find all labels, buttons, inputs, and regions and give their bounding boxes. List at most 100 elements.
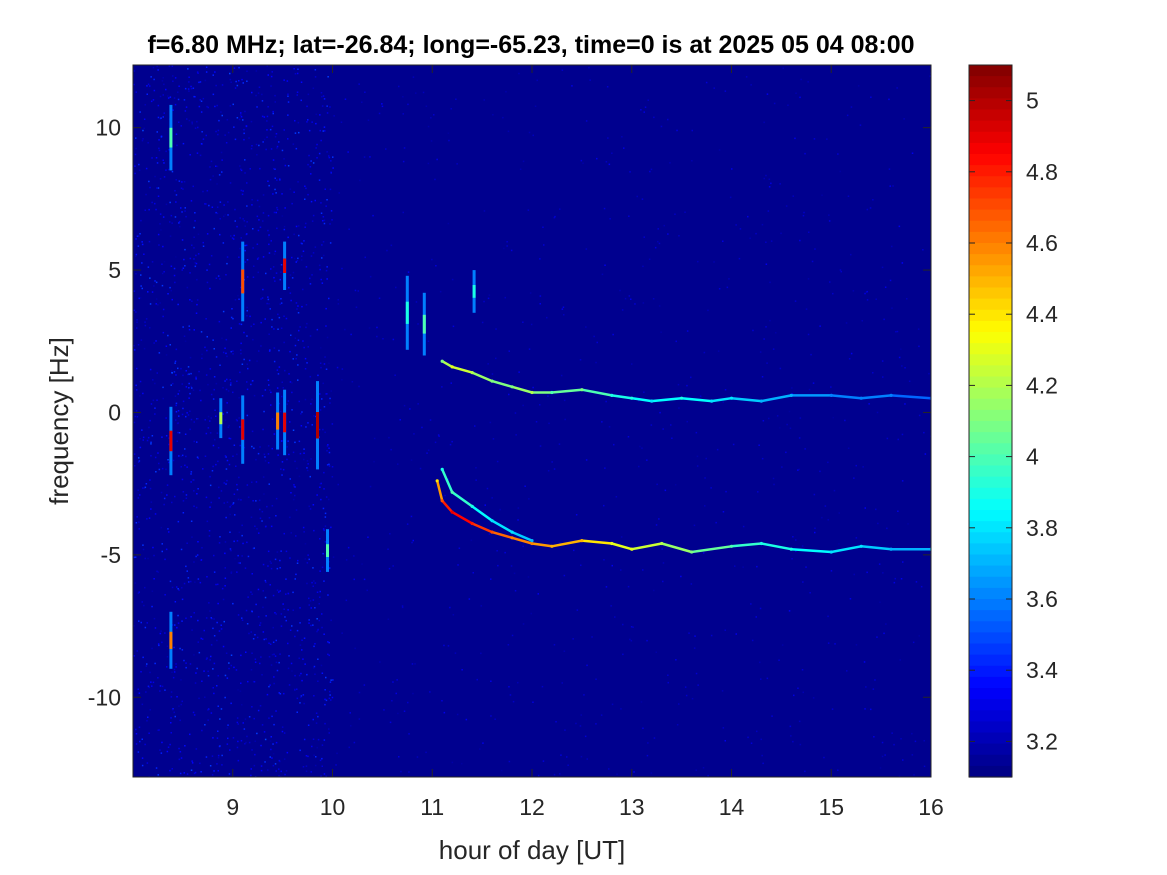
- noise-pixel: [186, 570, 188, 572]
- noise-pixel: [224, 134, 226, 136]
- noise-pixel: [176, 586, 178, 588]
- noise-pixel: [627, 436, 630, 438]
- noise-pixel: [250, 516, 253, 518]
- noise-pixel: [270, 404, 272, 406]
- noise-pixel: [218, 745, 221, 748]
- noise-pixel: [213, 635, 216, 637]
- noise-pixel: [864, 292, 866, 295]
- noise-pixel: [138, 457, 140, 459]
- noise-pixel: [391, 700, 393, 702]
- noise-pixel: [898, 225, 901, 228]
- noise-pixel: [286, 458, 288, 461]
- noise-pixel: [148, 517, 151, 519]
- noise-pixel: [268, 303, 270, 305]
- noise-pixel: [685, 694, 688, 697]
- noise-pixel: [766, 93, 769, 95]
- noise-pixel: [207, 427, 210, 429]
- noise-pixel: [296, 308, 298, 310]
- noise-pixel: [254, 634, 256, 636]
- noise-pixel: [154, 280, 156, 282]
- noise-pixel: [316, 143, 318, 146]
- noise-pixel: [304, 357, 307, 360]
- noise-pixel: [262, 288, 264, 291]
- noise-pixel: [429, 691, 431, 693]
- noise-pixel: [210, 160, 213, 163]
- noise-pixel: [240, 342, 242, 345]
- noise-pixel: [553, 644, 556, 646]
- noise-pixel: [168, 149, 170, 151]
- noise-pixel: [745, 76, 748, 78]
- noise-pixel: [298, 657, 300, 659]
- noise-pixel: [133, 348, 136, 351]
- noise-pixel: [235, 80, 237, 83]
- noise-pixel: [661, 548, 663, 550]
- noise-pixel: [270, 148, 273, 150]
- noise-pixel: [161, 80, 164, 82]
- noise-pixel: [297, 181, 299, 183]
- colorbar-band: [969, 376, 1012, 389]
- noise-pixel: [140, 671, 142, 673]
- noise-pixel: [158, 352, 161, 354]
- noise-pixel: [321, 744, 324, 746]
- noise-pixel: [705, 81, 708, 84]
- noise-pixel: [240, 654, 242, 657]
- noise-pixel: [298, 475, 301, 478]
- noise-pixel: [178, 180, 181, 182]
- noise-pixel: [855, 644, 858, 646]
- noise-pixel: [632, 626, 634, 628]
- noise-pixel: [306, 105, 308, 108]
- noise-pixel: [866, 208, 869, 211]
- noise-pixel: [306, 467, 308, 469]
- noise-pixel: [267, 565, 269, 567]
- noise-pixel: [181, 587, 183, 589]
- noise-pixel: [311, 581, 313, 584]
- noise-pixel: [278, 661, 280, 664]
- noise-pixel: [236, 540, 239, 542]
- noise-pixel: [261, 520, 263, 522]
- noise-pixel: [264, 460, 267, 462]
- noise-pixel: [171, 624, 174, 626]
- noise-pixel: [508, 686, 510, 688]
- noise-pixel: [555, 721, 557, 723]
- noise-pixel: [416, 756, 419, 758]
- noise-pixel: [246, 233, 248, 235]
- noise-pixel: [266, 693, 269, 696]
- noise-pixel: [319, 590, 321, 593]
- streak-core: [169, 430, 173, 452]
- noise-pixel: [217, 275, 220, 277]
- noise-pixel: [403, 147, 406, 149]
- noise-pixel: [657, 240, 659, 243]
- trace-segment: [680, 396, 713, 403]
- noise-pixel: [262, 141, 264, 143]
- noise-pixel: [240, 237, 242, 239]
- noise-pixel: [297, 559, 299, 562]
- noise-pixel: [330, 210, 333, 212]
- noise-pixel: [797, 687, 799, 689]
- noise-pixel: [207, 383, 209, 386]
- noise-pixel: [324, 541, 327, 543]
- noise-pixel: [170, 696, 173, 698]
- noise-pixel: [167, 334, 169, 337]
- noise-pixel: [539, 258, 541, 260]
- noise-pixel: [483, 99, 485, 101]
- noise-pixel: [862, 466, 864, 468]
- noise-pixel: [197, 641, 199, 643]
- noise-pixel: [675, 659, 677, 661]
- noise-pixel: [490, 715, 492, 717]
- noise-pixel: [596, 157, 598, 160]
- colorbar-band: [969, 443, 1012, 455]
- noise-pixel: [149, 186, 151, 189]
- noise-pixel: [165, 354, 168, 356]
- noise-pixel: [303, 448, 305, 450]
- noise-pixel: [162, 159, 164, 161]
- noise-pixel: [316, 328, 319, 331]
- noise-pixel: [304, 368, 307, 370]
- noise-pixel: [628, 295, 631, 297]
- noise-pixel: [256, 199, 259, 202]
- noise-pixel: [205, 71, 208, 73]
- noise-pixel: [229, 548, 232, 550]
- noise-pixel: [278, 760, 281, 763]
- noise-pixel: [266, 505, 268, 508]
- noise-pixel: [354, 647, 356, 650]
- noise-pixel: [225, 388, 228, 391]
